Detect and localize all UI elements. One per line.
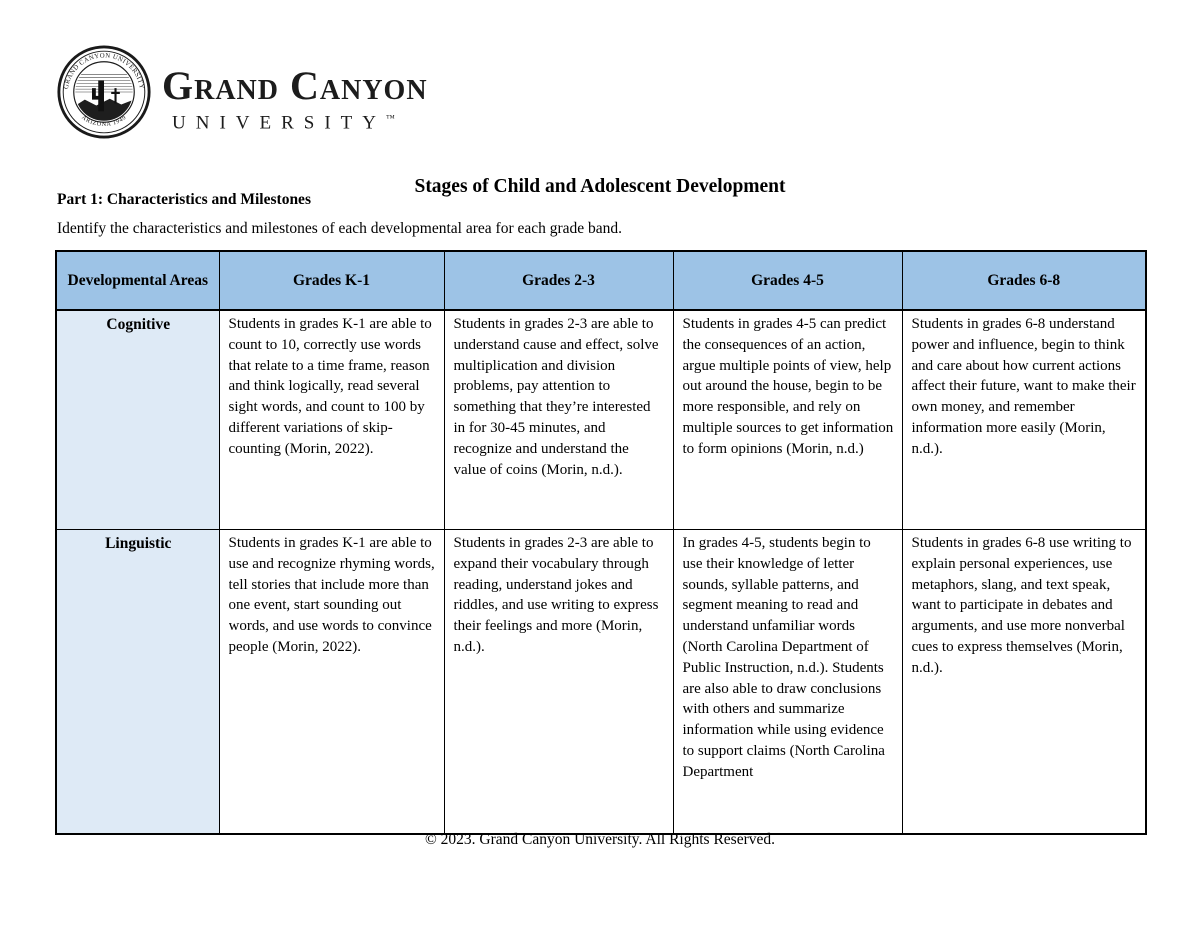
column-header-developmental-areas: Developmental Areas (55, 250, 220, 311)
gcu-wordmark: Grand Canyon UNIVERSITY™ (162, 66, 428, 133)
cactus-icon (92, 80, 120, 112)
gcu-wordmark-university: UNIVERSITY™ (172, 112, 395, 134)
gcu-logo: GRAND CANYON UNIVERSITY ARIZONA 1949 Gra… (56, 44, 428, 140)
trademark-symbol: ™ (386, 113, 395, 124)
column-header-grades-68: Grades 6-8 (901, 250, 1147, 311)
cell-cognitive-k1: Students in grades K-1 are able to count… (218, 309, 445, 530)
column-header-grades-23: Grades 2-3 (443, 250, 674, 311)
cell-linguistic-45: In grades 4-5, students begin to use the… (672, 529, 903, 835)
column-header-grades-45: Grades 4-5 (672, 250, 903, 311)
instruction-text: Identify the characteristics and milesto… (57, 220, 623, 237)
table-header-row: Developmental Areas Grades K-1 Grades 2-… (55, 250, 1147, 311)
cell-cognitive-68: Students in grades 6-8 understand power … (901, 309, 1147, 530)
cell-linguistic-k1: Students in grades K-1 are able to use a… (218, 529, 445, 835)
column-header-grades-k1: Grades K-1 (218, 250, 445, 311)
cell-linguistic-23: Students in grades 2-3 are able to expan… (443, 529, 674, 835)
area-label-cognitive: Cognitive (55, 309, 220, 530)
part-heading: Part 1: Characteristics and Milestones (57, 191, 311, 208)
page-title: Stages of Child and Adolescent Developme… (414, 176, 786, 198)
area-label-linguistic: Linguistic (55, 529, 220, 835)
cell-linguistic-68: Students in grades 6-8 use writing to ex… (901, 529, 1147, 835)
university-seal-icon: GRAND CANYON UNIVERSITY ARIZONA 1949 (57, 45, 151, 139)
cell-cognitive-23: Students in grades 2-3 are able to under… (443, 309, 674, 530)
table-row-cognitive: Cognitive Students in grades K-1 are abl… (55, 309, 1147, 530)
copyright-footer: © 2023. Grand Canyon University. All Rig… (424, 831, 775, 848)
cell-cognitive-45: Students in grades 4-5 can predict the c… (672, 309, 903, 530)
table-row-linguistic: Linguistic Students in grades K-1 are ab… (55, 529, 1147, 835)
gcu-wordmark-name: Grand Canyon (162, 63, 428, 109)
developmental-areas-table: Developmental Areas Grades K-1 Grades 2-… (55, 250, 1147, 835)
